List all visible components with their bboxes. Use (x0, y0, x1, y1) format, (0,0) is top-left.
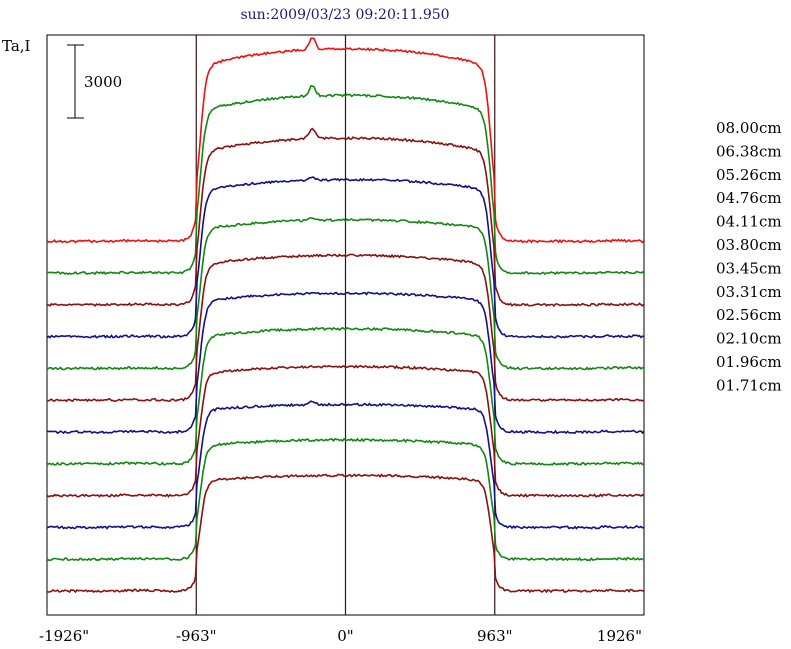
legend-entry: 05.26cm (716, 166, 782, 184)
x-tick-labels: -1926" -963" 0" 963" 1926" (39, 627, 642, 645)
scale-bar-label: 3000 (84, 73, 122, 91)
legend-entry: 03.31cm (716, 283, 782, 301)
series-line-01-96cm (46, 437, 645, 562)
legend-entry: 08.00cm (716, 119, 782, 137)
y-axis-label: Ta,I (2, 37, 31, 55)
scale-bar: 3000 (67, 44, 122, 119)
legend-entry: 03.45cm (716, 259, 782, 277)
legend-entry: 01.71cm (716, 376, 782, 394)
series-line-04-11cm (46, 217, 645, 371)
series-line-05-26cm (47, 127, 645, 308)
x-tick-label: 963" (477, 627, 513, 645)
legend-entry: 04.11cm (716, 213, 782, 231)
vertical-lines (195, 35, 496, 615)
series-line-03-31cm (46, 326, 645, 467)
x-tick-label: -1926" (39, 627, 89, 645)
series-line-08-00cm (46, 37, 645, 244)
series-line-06-38cm (46, 84, 645, 276)
series-line-02-10cm (46, 400, 645, 530)
legend: 08.00cm 06.38cm 05.26cm 04.76cm 04.11cm 03.80… (716, 119, 782, 394)
legend-entry: 04.76cm (716, 189, 782, 207)
series-line-03-45cm (46, 291, 645, 435)
x-tick-label: 1926" (597, 627, 642, 645)
series-line-02-56cm (46, 364, 645, 498)
series-line-03-80cm (46, 253, 645, 403)
series-line-01-71cm (46, 473, 645, 594)
x-tick-label: 0" (337, 627, 353, 645)
legend-entry: 01.96cm (716, 353, 782, 371)
legend-entry: 06.38cm (716, 142, 782, 160)
x-tick-label: -963" (176, 627, 217, 645)
legend-entry: 03.80cm (716, 236, 782, 254)
series-layer (46, 37, 645, 594)
legend-entry: 02.10cm (716, 330, 782, 348)
series-line-04-76cm (46, 176, 645, 339)
legend-entry: 02.56cm (716, 306, 782, 324)
chart-title: sun:2009/03/23 09:20:11.950 (240, 7, 449, 23)
